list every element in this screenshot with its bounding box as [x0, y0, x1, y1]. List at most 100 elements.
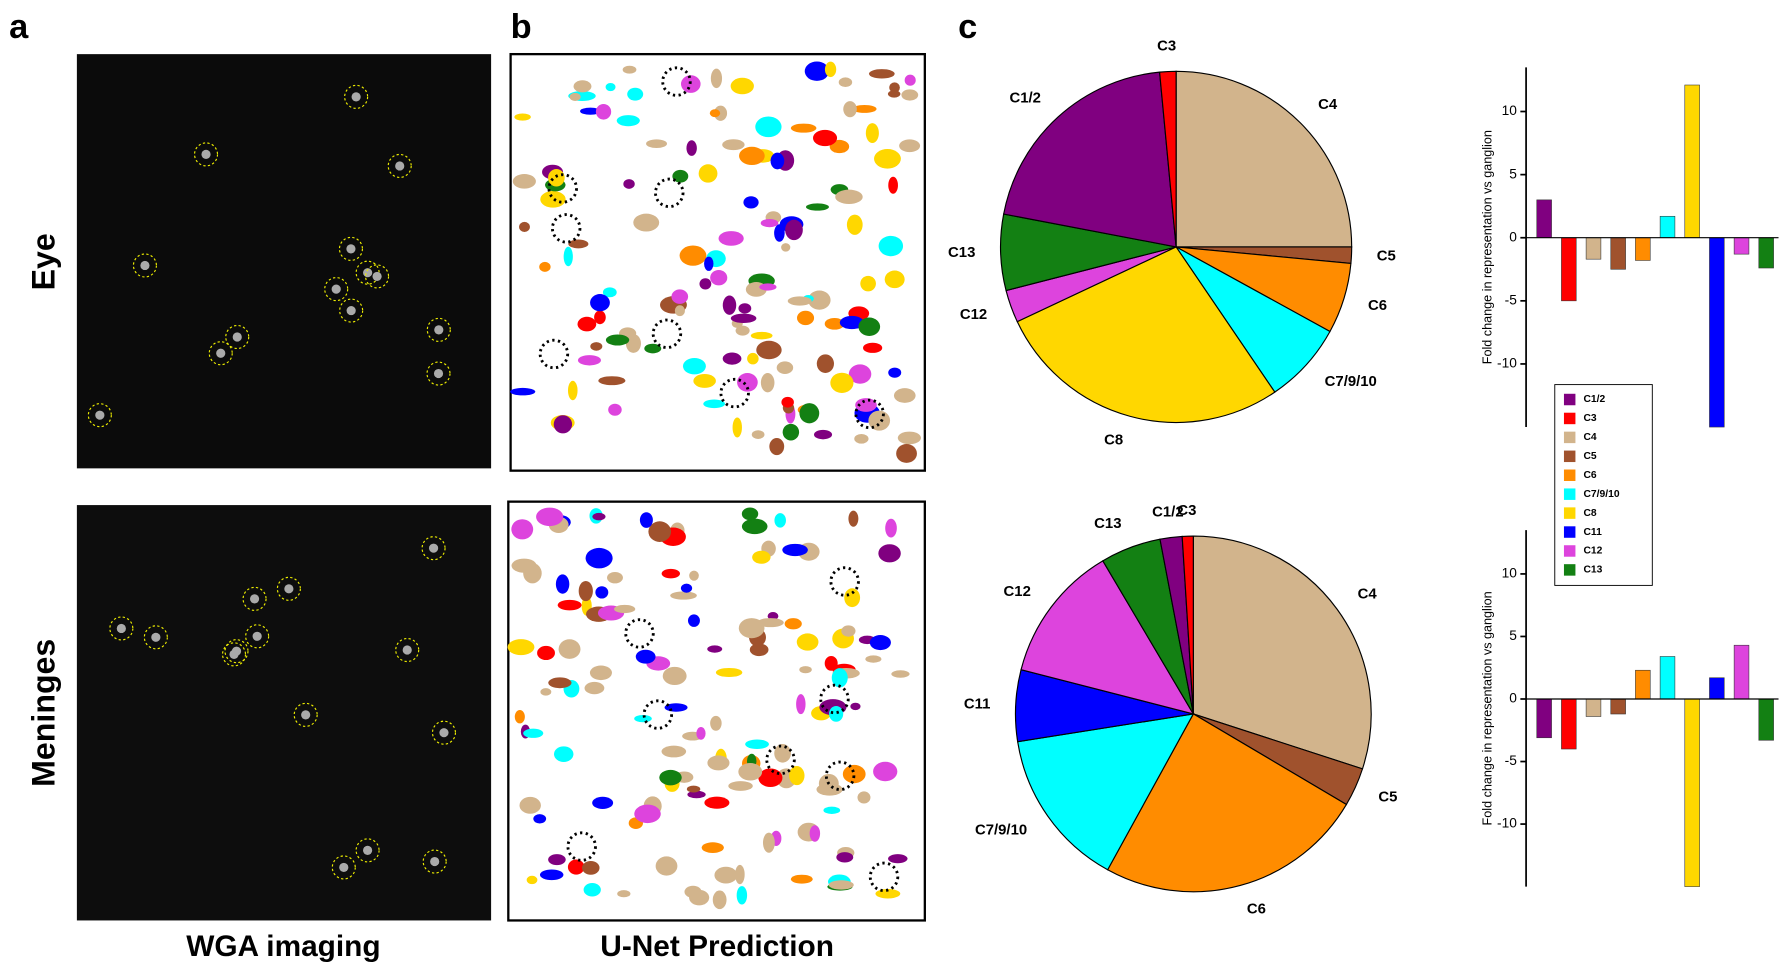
cell-outline [422, 849, 447, 874]
segment-outline [854, 398, 885, 430]
cell [95, 410, 105, 420]
bar [1561, 698, 1577, 750]
legend-swatch [1563, 526, 1576, 538]
segment [752, 550, 771, 564]
segment [634, 804, 661, 824]
segment [582, 860, 600, 875]
segment [578, 580, 593, 602]
segment [743, 196, 759, 209]
segment [548, 677, 572, 689]
segment [585, 547, 613, 569]
segment [799, 403, 820, 424]
cell-outline [339, 298, 364, 323]
legend-label: C4 [1583, 432, 1596, 443]
segment [648, 521, 672, 542]
segment-outline [829, 566, 860, 597]
segment [878, 235, 904, 257]
cell-outline [242, 586, 267, 611]
cell [339, 862, 349, 873]
segment [686, 140, 697, 156]
segment [682, 357, 706, 375]
segment [625, 334, 641, 353]
cell [252, 631, 262, 641]
segment [762, 832, 775, 853]
segment [598, 376, 626, 386]
segment [661, 568, 680, 579]
slice-label: C12 [1004, 584, 1031, 600]
cell-outline [193, 142, 219, 167]
segment [805, 203, 829, 211]
segment [627, 87, 644, 101]
segment [661, 745, 687, 758]
y-tick-label: 5 [1509, 628, 1517, 643]
segment [635, 649, 656, 664]
segment [745, 739, 769, 750]
legend-swatch [1563, 393, 1576, 406]
segment [707, 755, 730, 771]
segment [553, 746, 574, 762]
cell-outline [245, 624, 270, 649]
segment [568, 239, 589, 249]
segment [592, 512, 606, 521]
cell [151, 632, 161, 642]
segment-outline [654, 177, 685, 209]
segment [776, 361, 794, 375]
pie-slice [1016, 246, 1276, 424]
y-tick-label: 10 [1502, 566, 1518, 581]
segment [563, 246, 573, 267]
segment [718, 231, 744, 246]
segment [760, 373, 775, 393]
bar [1536, 199, 1552, 239]
segment [850, 702, 861, 711]
segment [689, 570, 699, 581]
slice-label: C3 [1177, 503, 1196, 519]
segment [607, 571, 623, 584]
segment-outline [719, 377, 750, 409]
slice-label: C7/9/10 [975, 823, 1027, 839]
segment [671, 289, 689, 304]
bar [1733, 644, 1750, 700]
segment [796, 310, 815, 326]
cell-outline [421, 536, 446, 561]
segment [738, 303, 752, 314]
segment [816, 783, 843, 796]
pie-slice [1106, 713, 1348, 893]
cell-outline [109, 616, 134, 641]
segment [548, 854, 566, 866]
segment [738, 763, 763, 781]
segment [816, 354, 834, 373]
segment [592, 796, 614, 809]
segment-outline [538, 338, 570, 370]
cell [372, 271, 382, 281]
legend-swatch [1563, 545, 1576, 557]
slice-label: C13 [1094, 516, 1121, 532]
legend-swatch [1563, 431, 1576, 444]
segment [622, 65, 637, 74]
legend-swatch [1563, 450, 1576, 463]
segment [709, 109, 721, 118]
segment-outline [547, 173, 578, 204]
segment [567, 380, 578, 401]
segment [808, 290, 831, 310]
segment [846, 214, 863, 235]
segment [737, 373, 758, 392]
segment [750, 331, 773, 340]
bar [1635, 669, 1651, 700]
legend-label: C11 [1583, 527, 1602, 538]
cell-outline [224, 639, 249, 664]
bar [1659, 215, 1676, 239]
legend-swatch [1563, 488, 1576, 500]
cell-outline [338, 236, 363, 261]
segment [888, 854, 908, 864]
slice-label: C5 [1377, 248, 1396, 264]
segment [558, 639, 581, 659]
segment [616, 115, 640, 127]
segment [735, 864, 745, 885]
legend-label: C7/9/10 [1583, 489, 1619, 500]
pie-slice [1175, 70, 1353, 248]
segment [539, 869, 564, 881]
segment [848, 510, 859, 527]
segment [836, 852, 854, 863]
segment [693, 373, 716, 388]
